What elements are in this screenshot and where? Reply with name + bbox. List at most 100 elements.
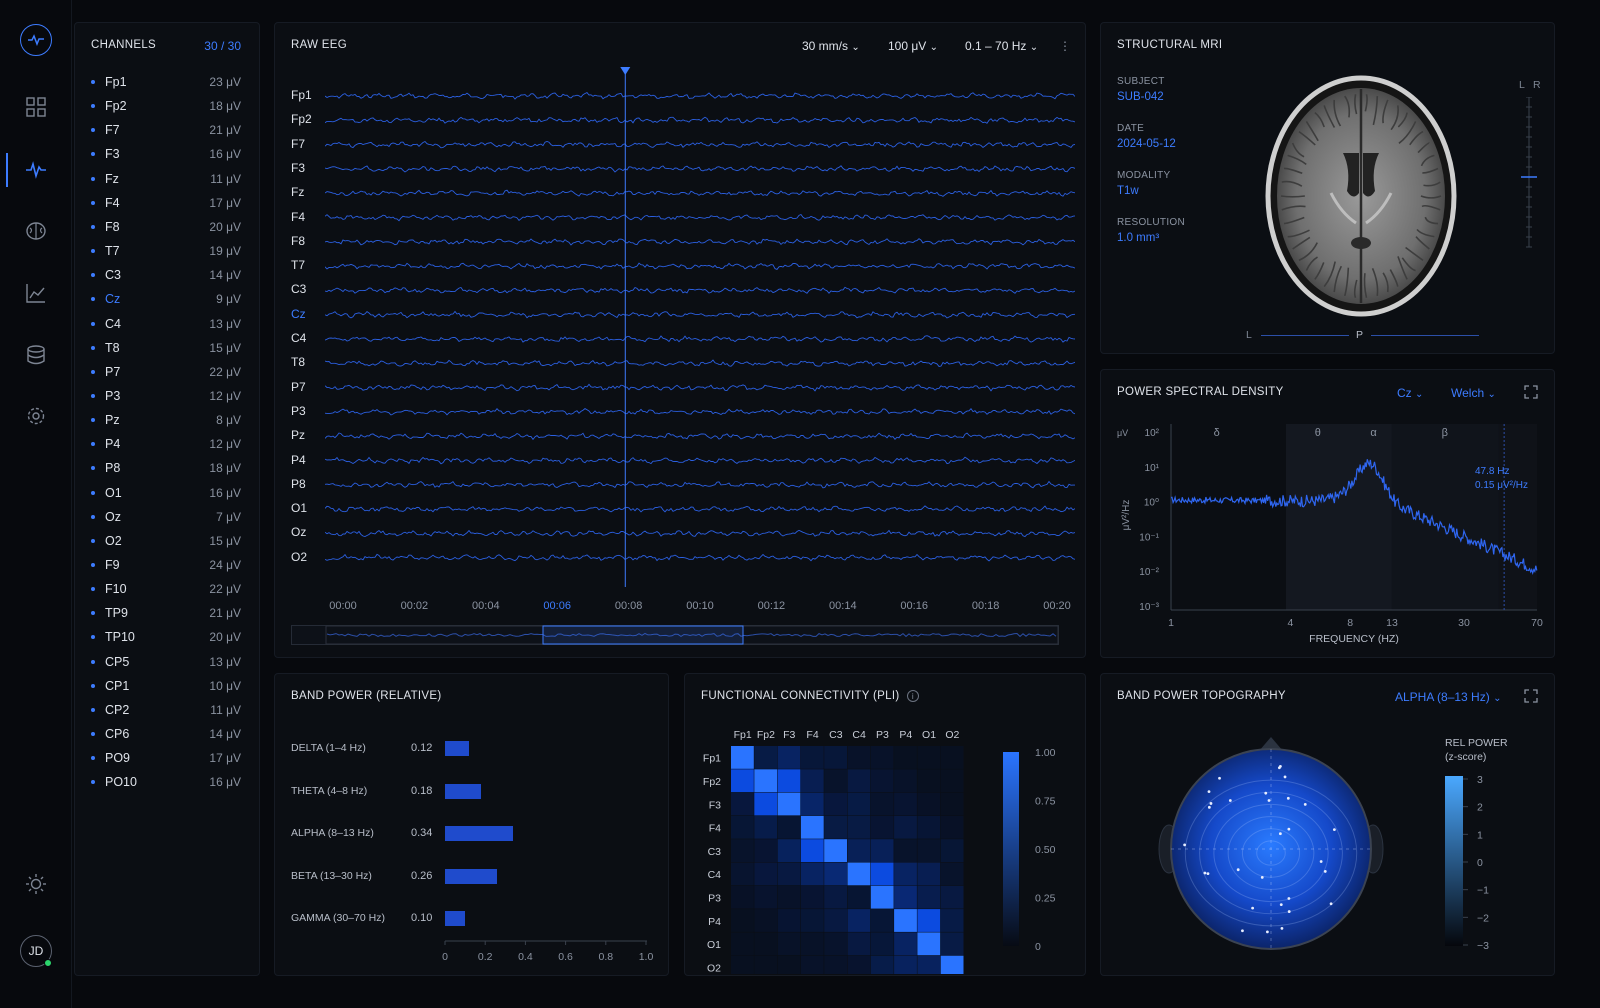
channel-item-p7[interactable]: P7 22 μV bbox=[91, 363, 241, 381]
band-bar[interactable] bbox=[445, 783, 482, 799]
eeg-label-p3[interactable]: P3 bbox=[291, 403, 306, 418]
matrix-cell bbox=[824, 885, 847, 909]
eeg-label-p7[interactable]: P7 bbox=[291, 379, 306, 394]
channel-item-f9[interactable]: F9 24 μV bbox=[91, 556, 241, 574]
eeg-label-t7[interactable]: T7 bbox=[291, 258, 306, 273]
channel-item-p8[interactable]: P8 18 μV bbox=[91, 459, 241, 477]
eeg-traces[interactable] bbox=[325, 67, 1075, 591]
band-label: BETA (13–30 Hz) bbox=[291, 869, 372, 882]
eeg-label-fp1[interactable]: Fp1 bbox=[291, 88, 312, 102]
channel-item-f8[interactable]: F8 20 μV bbox=[91, 218, 241, 236]
channel-item-f3[interactable]: F3 16 μV bbox=[91, 145, 241, 163]
channel-dot bbox=[91, 635, 95, 640]
pulse-logo-icon bbox=[28, 34, 44, 46]
nav-overview[interactable] bbox=[22, 93, 50, 121]
theme-toggle[interactable] bbox=[22, 870, 50, 898]
channel-name: F9 bbox=[105, 558, 120, 572]
expand-icon[interactable] bbox=[1523, 688, 1539, 709]
nav-eeg[interactable] bbox=[22, 156, 50, 184]
eeg-label-p4[interactable]: P4 bbox=[291, 452, 306, 467]
info-icon[interactable]: i bbox=[906, 690, 919, 702]
channel-item-cp1[interactable]: CP1 10 μV bbox=[91, 677, 241, 695]
speed-select[interactable]: 30 mm/s ⌄ bbox=[802, 39, 860, 53]
channel-item-pz[interactable]: Pz 8 μV bbox=[91, 411, 241, 429]
channel-item-fp1[interactable]: Fp1 23 μV bbox=[91, 73, 241, 91]
psd-channel-select[interactable]: Cz ⌄ bbox=[1397, 386, 1423, 400]
band-bar[interactable] bbox=[445, 868, 498, 884]
electrode-dot bbox=[1267, 799, 1271, 802]
nav-settings[interactable] bbox=[22, 402, 50, 430]
eeg-label-o2[interactable]: O2 bbox=[291, 549, 308, 564]
band-bar[interactable] bbox=[445, 826, 514, 841]
channel-item-c4[interactable]: C4 13 μV bbox=[91, 315, 241, 333]
channel-dot bbox=[91, 297, 95, 302]
eeg-overview-scrubber[interactable] bbox=[291, 625, 1059, 645]
nav-brain[interactable] bbox=[22, 217, 50, 245]
eeg-label-c3[interactable]: C3 bbox=[291, 282, 307, 297]
channel-item-t7[interactable]: T7 19 μV bbox=[91, 242, 241, 260]
channel-item-tp10[interactable]: TP10 20 μV bbox=[91, 628, 241, 646]
channel-item-po10[interactable]: PO10 16 μV bbox=[91, 773, 241, 791]
eeg-label-f4[interactable]: F4 bbox=[291, 209, 306, 224]
channel-item-fz[interactable]: Fz 11 μV bbox=[91, 170, 241, 188]
channel-item-oz[interactable]: Oz 7 μV bbox=[91, 508, 241, 526]
band-value: 0.10 bbox=[411, 912, 433, 924]
eeg-label-fz[interactable]: Fz bbox=[291, 185, 305, 200]
electrode-dot bbox=[1279, 903, 1283, 907]
topo-band-select[interactable]: ALPHA (8–13 Hz) ⌄ bbox=[1395, 690, 1501, 704]
app-logo[interactable] bbox=[20, 24, 52, 56]
channel-item-t8[interactable]: T8 15 μV bbox=[91, 339, 241, 357]
connectivity-matrix[interactable]: Fp1 Fp1 Fp2 Fp2 F3 F3 F4 F4 C3 C3 C4 C4 P3 P3 P4 P4 O1 O1… bbox=[685, 714, 1087, 974]
band-bar[interactable] bbox=[445, 741, 470, 756]
eeg-label-oz[interactable]: Oz bbox=[291, 525, 307, 540]
eeg-label-f7[interactable]: F7 bbox=[291, 136, 306, 151]
eeg-label-fp2[interactable]: Fp2 bbox=[291, 112, 312, 127]
nav-database[interactable] bbox=[22, 341, 50, 369]
channel-item-o1[interactable]: O1 16 μV bbox=[91, 484, 241, 502]
matrix-cell bbox=[940, 862, 964, 886]
psd-method-select[interactable]: Welch ⌄ bbox=[1451, 386, 1496, 400]
time-tick-label: 00:16 bbox=[900, 600, 928, 612]
mri-axial-slice[interactable] bbox=[1261, 73, 1461, 319]
channel-name: C3 bbox=[105, 268, 121, 283]
eeg-label-f8[interactable]: F8 bbox=[291, 233, 306, 248]
channel-item-p3[interactable]: P3 12 μV bbox=[91, 387, 241, 405]
eeg-label-cz[interactable]: Cz bbox=[291, 306, 306, 321]
band-bar[interactable] bbox=[445, 911, 466, 926]
nav-analytics[interactable] bbox=[22, 279, 50, 307]
chart-icon bbox=[26, 284, 45, 303]
eeg-label-c4[interactable]: C4 bbox=[291, 331, 307, 345]
more-options-icon[interactable]: ⋮ bbox=[1059, 39, 1071, 53]
channel-item-tp9[interactable]: TP9 21 μV bbox=[91, 604, 241, 622]
slice-slider[interactable] bbox=[1519, 97, 1539, 251]
channel-dot bbox=[91, 587, 95, 592]
channel-item-fp2[interactable]: Fp2 18 μV bbox=[91, 97, 241, 115]
topography-map[interactable] bbox=[1151, 724, 1391, 964]
eeg-label-f3[interactable]: F3 bbox=[291, 160, 306, 175]
channel-item-cp2[interactable]: CP2 11 μV bbox=[91, 701, 241, 719]
channel-item-cp6[interactable]: CP6 14 μV bbox=[91, 725, 241, 743]
eeg-label-o1[interactable]: O1 bbox=[291, 501, 308, 516]
psd-chart[interactable]: δ θ α β 10² 10¹ 10⁰ 10⁻¹ 10⁻² 10⁻³ 1 4 8 13 30 70 FREQUE… bbox=[1101, 410, 1556, 650]
channel-item-p4[interactable]: P4 12 μV bbox=[91, 435, 241, 453]
matrix-cell bbox=[824, 792, 847, 816]
expand-icon[interactable] bbox=[1523, 384, 1539, 405]
avatar[interactable]: JD bbox=[20, 935, 52, 967]
matrix-cell bbox=[777, 932, 801, 956]
channel-item-po9[interactable]: PO9 17 μV bbox=[91, 749, 241, 767]
channel-item-cp5[interactable]: CP5 13 μV bbox=[91, 653, 241, 671]
eeg-label-pz[interactable]: Pz bbox=[291, 428, 306, 443]
psd-y-tick: 10⁻² bbox=[1139, 567, 1159, 578]
channel-item-f10[interactable]: F10 22 μV bbox=[91, 580, 241, 598]
channel-item-cz[interactable]: Cz 9 μV bbox=[91, 290, 241, 308]
channel-item-f7[interactable]: F7 21 μV bbox=[91, 121, 241, 139]
filter-select[interactable]: 0.1 – 70 Hz ⌄ bbox=[965, 39, 1038, 53]
matrix-cell bbox=[847, 885, 871, 909]
channel-item-c3[interactable]: C3 14 μV bbox=[91, 266, 241, 284]
gain-select[interactable]: 100 μV ⌄ bbox=[888, 39, 938, 53]
eeg-label-p8[interactable]: P8 bbox=[291, 476, 306, 491]
eeg-trace-f7 bbox=[325, 140, 1075, 149]
channel-item-f4[interactable]: F4 17 μV bbox=[91, 194, 241, 212]
eeg-label-t8[interactable]: T8 bbox=[291, 355, 306, 370]
channel-item-o2[interactable]: O2 15 μV bbox=[91, 532, 241, 550]
